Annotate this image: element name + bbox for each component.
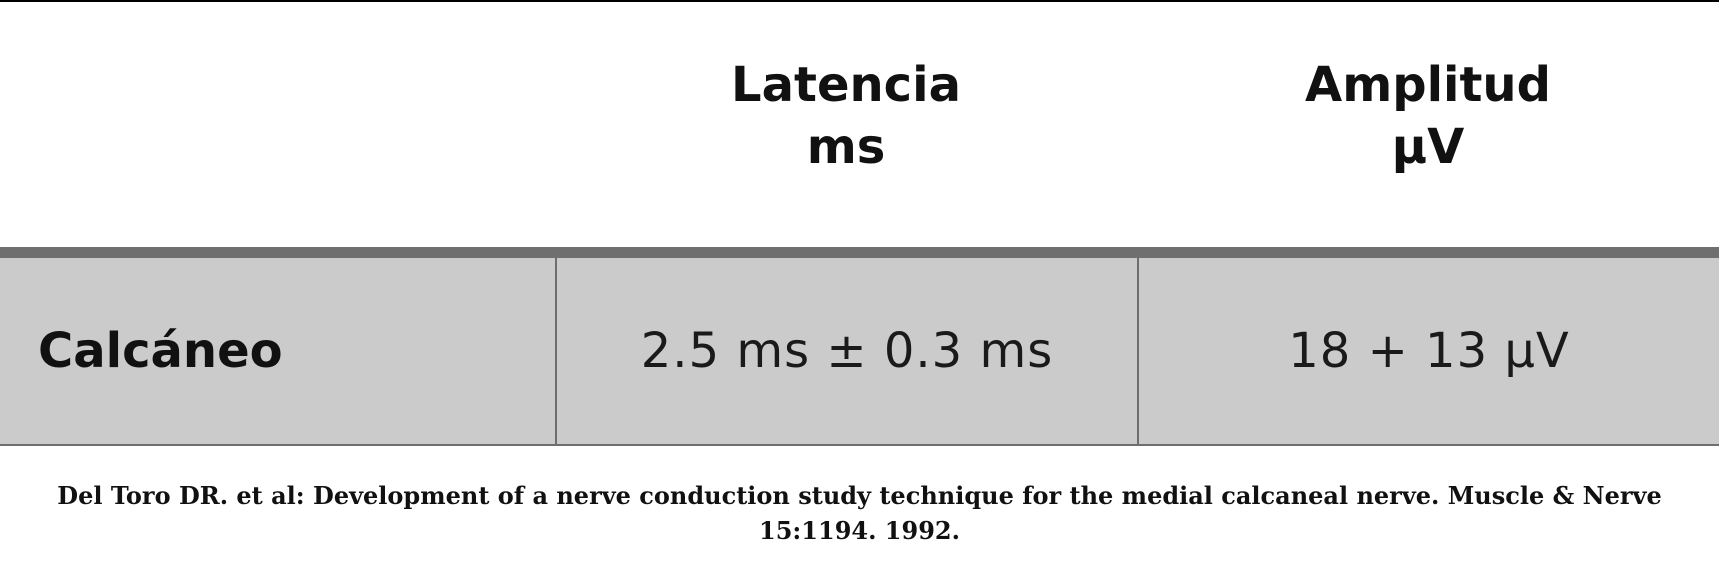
latency-value: 2.5 ms ± 0.3 ms bbox=[555, 258, 1137, 444]
header-amplitude: Amplitud μV bbox=[1137, 2, 1719, 247]
header-amplitude-unit: μV bbox=[1391, 118, 1465, 175]
row-label: Calcáneo bbox=[38, 323, 283, 379]
header-empty-cell bbox=[0, 2, 555, 247]
header-latency: Latencia ms bbox=[555, 2, 1137, 247]
top-border-line bbox=[0, 0, 1719, 2]
header-latency-title: Latencia bbox=[731, 56, 961, 113]
source-citation: Del Toro DR. et al: Development of a ner… bbox=[57, 481, 1662, 545]
reference-values-table: Latencia ms Amplitud μV Calcáneo 2.5 ms … bbox=[0, 2, 1719, 446]
header-latency-unit: ms bbox=[806, 118, 886, 175]
table-row: Calcáneo 2.5 ms ± 0.3 ms 18 + 13 μV bbox=[0, 258, 1719, 446]
table-header-row: Latencia ms Amplitud μV bbox=[0, 2, 1719, 247]
header-amplitude-title: Amplitud bbox=[1305, 56, 1551, 113]
header-divider bbox=[0, 247, 1719, 258]
amplitude-value: 18 + 13 μV bbox=[1137, 258, 1719, 444]
